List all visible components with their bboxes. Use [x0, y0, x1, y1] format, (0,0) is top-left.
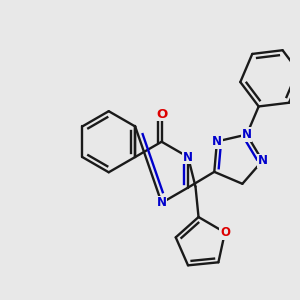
Text: N: N — [257, 154, 267, 167]
Text: O: O — [220, 226, 230, 239]
Text: N: N — [242, 128, 252, 141]
Text: N: N — [183, 151, 193, 164]
Text: O: O — [156, 108, 167, 121]
Text: N: N — [157, 196, 166, 209]
Text: N: N — [212, 135, 222, 148]
